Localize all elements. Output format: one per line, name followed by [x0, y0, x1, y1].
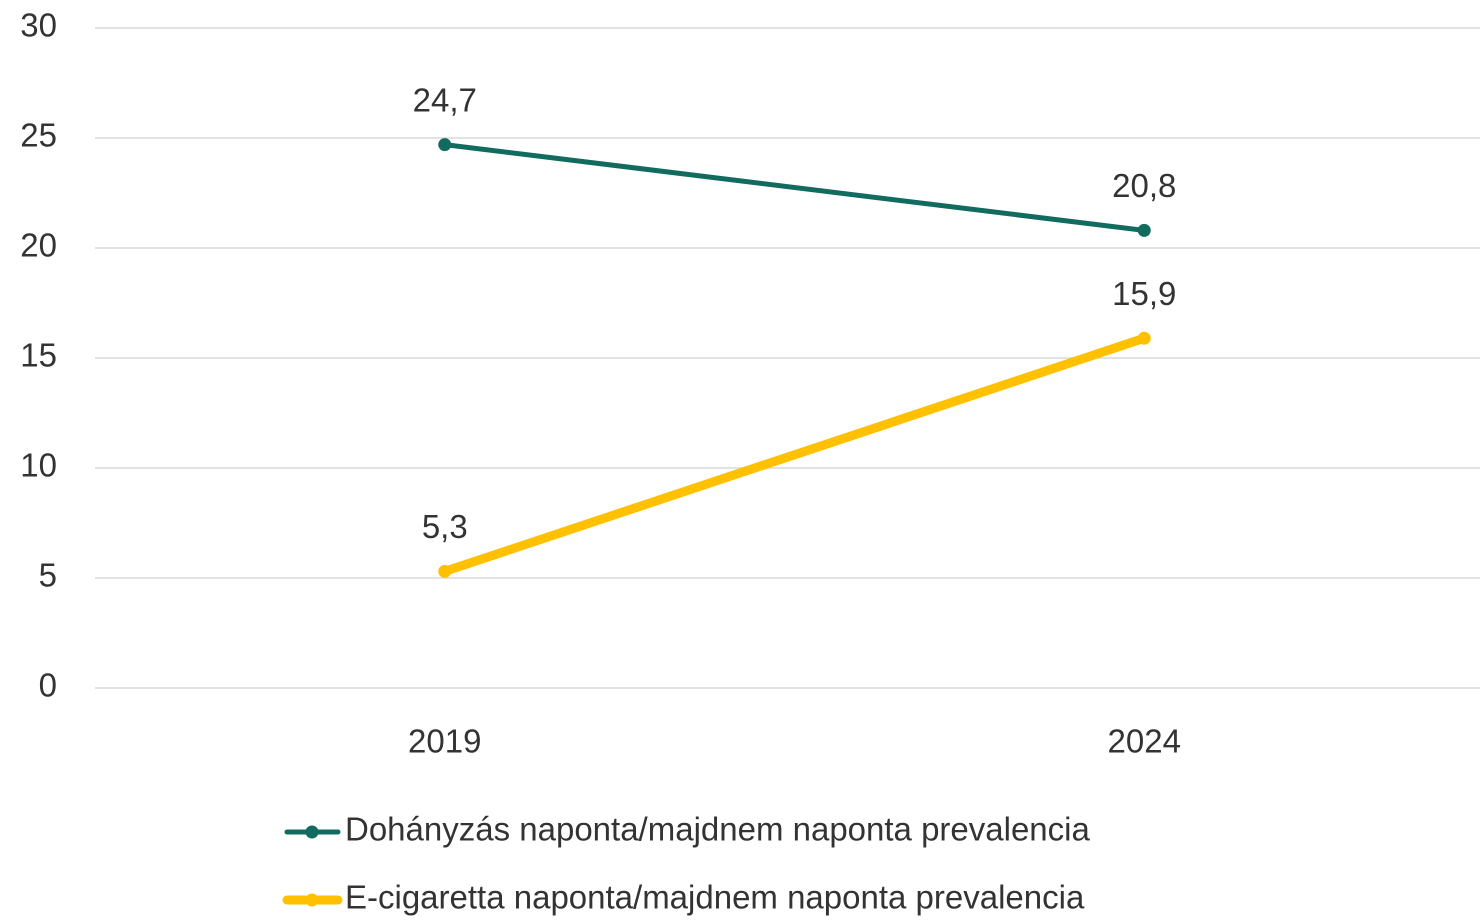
data-label: 20,8 — [1112, 167, 1176, 204]
x-tick-label: 2024 — [1108, 723, 1181, 760]
data-label: 5,3 — [422, 508, 468, 545]
y-tick-label: 0 — [39, 667, 57, 704]
data-label: 24,7 — [413, 81, 477, 118]
legend-label: E-cigaretta naponta/majdnem naponta prev… — [345, 879, 1085, 916]
y-tick-label: 25 — [20, 117, 57, 154]
point — [1137, 223, 1151, 237]
legend-marker — [305, 893, 319, 907]
y-tick-label: 5 — [39, 557, 57, 594]
x-tick-label: 2019 — [408, 723, 481, 760]
y-tick-label: 20 — [20, 227, 57, 264]
y-tick-label: 30 — [20, 7, 57, 44]
legend-marker — [305, 825, 319, 839]
point — [438, 564, 452, 578]
series-line — [440, 333, 1149, 576]
y-tick-label: 15 — [20, 337, 57, 374]
series-line — [442, 142, 1147, 233]
point — [438, 138, 452, 152]
y-tick-label: 10 — [20, 447, 57, 484]
legend-label: Dohányzás naponta/majdnem naponta preval… — [345, 811, 1090, 848]
point — [1137, 331, 1151, 345]
data-label: 15,9 — [1112, 275, 1176, 312]
